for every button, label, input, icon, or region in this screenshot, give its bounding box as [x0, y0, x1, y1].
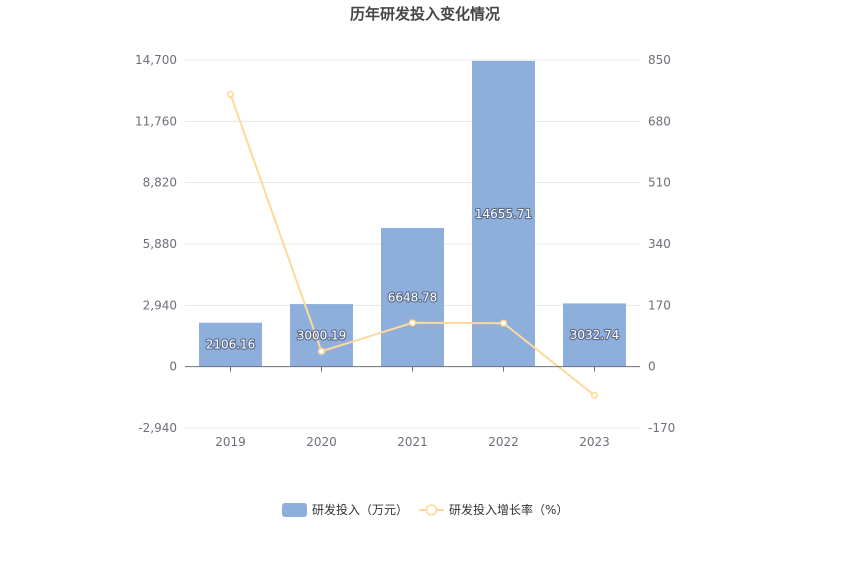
legend-line-marker [425, 504, 438, 516]
legend-bar-label: 研发投入（万元） [312, 502, 408, 517]
bar-value-label: 14655.71 [475, 207, 532, 221]
bar-value-label: 3000.19 [297, 328, 347, 342]
x-tick-label: 2022 [488, 435, 519, 449]
legend[interactable]: 研发投入（万元） 研发投入增长率（%） [282, 502, 568, 517]
x-tick-label: 2020 [306, 435, 337, 449]
chart-title: 历年研发投入变化情况 [350, 5, 500, 23]
bar [563, 303, 626, 367]
bar-value-label: 3032.74 [570, 328, 620, 342]
y-left-tick-label: 2,940 [143, 298, 177, 312]
y-right-tick-label: 340 [648, 237, 671, 251]
y-right-tick-label: 170 [648, 298, 671, 312]
legend-bar-swatch [282, 503, 307, 517]
axes: 14,700 11,760 8,820 5,880 2,940 0 -2,940 850 680… [135, 53, 675, 449]
y-right-tick-label: 680 [648, 114, 671, 128]
growth-rate-point [408, 319, 417, 327]
bar [472, 60, 535, 367]
y-right-tick-label: 850 [648, 53, 671, 67]
x-tick-label: 2021 [397, 435, 428, 449]
data-labels: 2106.16 3000.19 6648.78 14655.71 3032.74 [205, 206, 621, 353]
bar [290, 304, 353, 367]
growth-rate-point [317, 347, 326, 355]
y-left-tick-label: 11,760 [135, 114, 177, 128]
growth-rate-point [499, 319, 508, 327]
legend-line-label: 研发投入增长率（%） [449, 502, 568, 517]
y-left-tick-label: 0 [169, 360, 177, 374]
y-left-tick-label: 8,820 [143, 176, 177, 190]
bar [381, 227, 444, 367]
y-left-tick-label: 5,880 [143, 237, 177, 251]
x-tick-label: 2023 [579, 435, 610, 449]
line-series [226, 90, 599, 399]
x-tick-label: 2019 [215, 435, 246, 449]
bar [199, 322, 262, 367]
bar-value-label: 2106.16 [206, 338, 256, 352]
y-right-tick-label: 510 [648, 176, 671, 190]
bar-series [199, 60, 626, 367]
y-left-tick-label: 14,700 [135, 53, 177, 67]
bar-value-label: 6648.78 [388, 290, 438, 304]
y-right-tick-label: -170 [648, 421, 675, 435]
growth-rate-point [590, 391, 599, 399]
y-right-tick-label: 0 [648, 360, 656, 374]
growth-rate-point [226, 90, 235, 98]
y-left-tick-label: -2,940 [138, 421, 177, 435]
